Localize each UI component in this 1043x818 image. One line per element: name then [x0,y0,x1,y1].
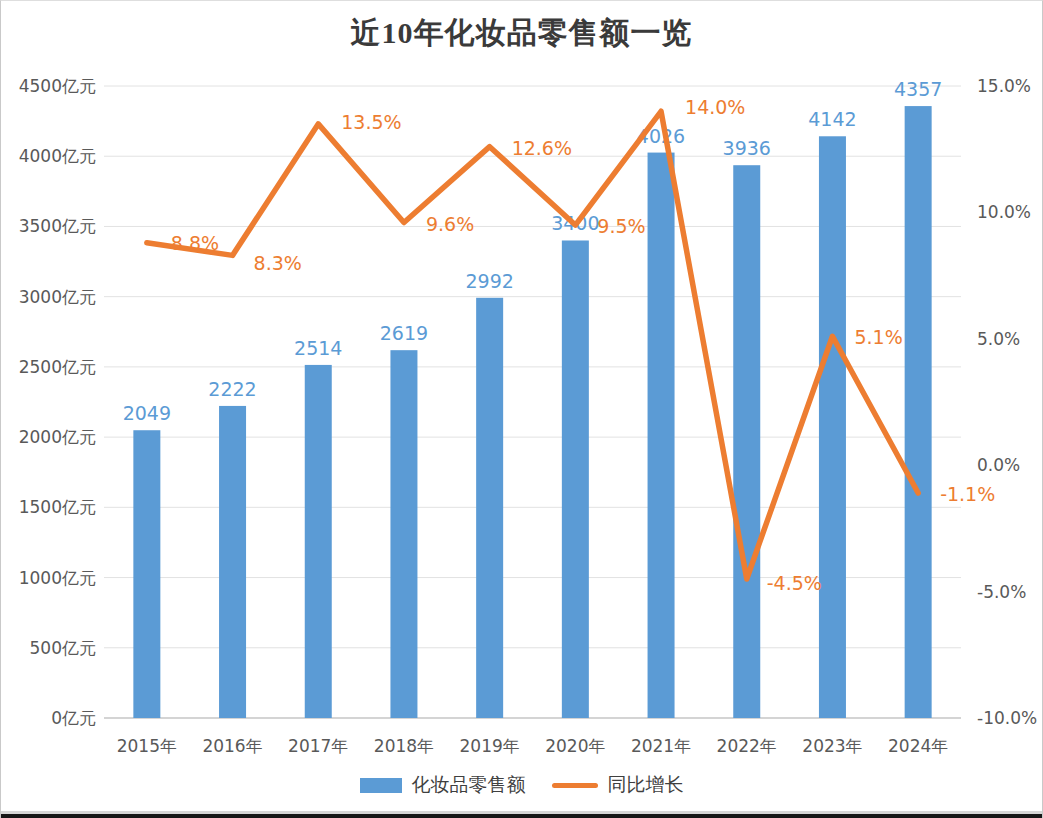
bar-2021年 [648,153,675,718]
window-bottom-edge [1,811,1042,818]
y-axis-tick-label: 1000亿元 [19,568,96,588]
y-axis-tick-label: 2000亿元 [19,427,96,447]
y2-axis-tick-label: 0.0% [977,455,1020,475]
x-axis-tick-label: 2021年 [631,736,691,756]
y2-axis-tick-label: 10.0% [977,202,1031,222]
x-axis-tick-label: 2018年 [374,736,434,756]
bar-value-label: 2222 [208,378,256,400]
line-value-label: -4.5% [767,572,822,594]
bar-value-label: 2514 [294,337,342,359]
growth-line [147,111,918,579]
chart-plot-area: 0亿元 500亿元 1000亿元 1500亿元 2000亿元 2500亿元 3000亿元 35… [1,1,1043,818]
bar-value-label: 2619 [380,322,428,344]
line-value-label: -1.1% [940,483,995,505]
y-axis-tick-label: 4500亿元 [19,76,96,96]
y2-axis-tick-label: 15.0% [977,76,1031,96]
x-axis-tick-label: 2017年 [288,736,348,756]
bar-2019年 [476,298,503,718]
line-value-label: 5.1% [854,326,902,348]
bar-value-label: 2049 [123,402,171,424]
x-axis-tick-label: 2020年 [545,736,605,756]
legend-bar-swatch-icon [360,778,402,793]
bar-2020年 [562,240,589,718]
line-value-label: 13.5% [341,111,401,133]
chart-container: 近10年化妆品零售额一览 0亿元500亿元1000亿元1500亿元2000亿元2… [0,0,1043,818]
line-value-label: 14.0% [685,96,745,118]
chart-legend: 化妆品零售额 同比增长 [1,772,1042,798]
line-value-label: 8.8% [171,232,219,254]
line-value-label: 12.6% [512,137,572,159]
bar-value-label: 3936 [723,137,771,159]
bar-2024年 [905,106,932,718]
bar-2018年 [390,350,417,718]
x-axis-tick-label: 2019年 [460,736,520,756]
bar-2015年 [133,430,160,718]
y2-axis-tick-label: -10.0% [977,708,1037,728]
y2-axis-tick-label: -5.0% [977,582,1026,602]
y-axis-tick-label: 2500亿元 [19,357,96,377]
y2-axis-tick-label: 5.0% [977,329,1020,349]
y-axis-tick-label: 0亿元 [51,708,96,728]
bar-2017年 [305,365,332,718]
legend-line-label: 同比增长 [608,772,684,798]
y-axis-tick-label: 3000亿元 [19,287,96,307]
bar-value-label: 2992 [465,270,513,292]
line-value-label: 8.3% [254,252,302,274]
legend-bar-label: 化妆品零售额 [412,772,526,798]
bar-value-label: 4142 [808,108,856,130]
x-axis-tick-label: 2016年 [202,736,262,756]
x-axis-tick-label: 2015年 [117,736,177,756]
y-axis-tick-label: 4000亿元 [19,146,96,166]
x-axis-tick-label: 2023年 [802,736,862,756]
bar-2022年 [733,165,760,718]
y-axis-tick-label: 500亿元 [30,638,96,658]
bar-2016年 [219,406,246,718]
line-value-label: 9.5% [597,215,645,237]
x-axis-tick-label: 2022年 [717,736,777,756]
y-axis-tick-label: 3500亿元 [19,216,96,236]
x-axis-tick-label: 2024年 [888,736,948,756]
legend-line-swatch-icon [552,783,598,788]
bar-value-label: 4357 [894,78,942,100]
line-value-label: 9.6% [426,213,474,235]
bar-2023年 [819,136,846,718]
y-axis-tick-label: 1500亿元 [19,497,96,517]
